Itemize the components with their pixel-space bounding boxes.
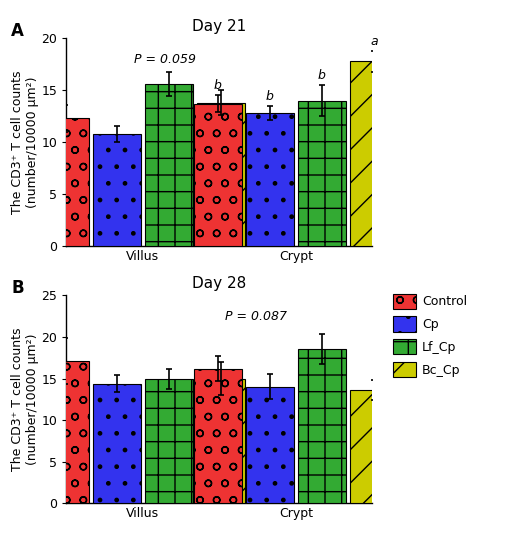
Bar	[193, 104, 241, 246]
Y-axis label: The CD3⁺ T cell counts
(number/10000 μm²): The CD3⁺ T cell counts (number/10000 μm²…	[11, 71, 39, 214]
Bar	[145, 84, 192, 246]
Text: B: B	[11, 279, 24, 297]
Bar	[196, 379, 244, 503]
Bar	[196, 103, 244, 246]
Text: A: A	[11, 22, 24, 40]
Bar	[193, 369, 241, 503]
Bar	[41, 118, 89, 246]
Text: a: a	[370, 34, 377, 48]
Bar	[41, 361, 89, 503]
Text: P = 0.059: P = 0.059	[133, 53, 195, 66]
Text: b: b	[265, 90, 273, 103]
Bar	[349, 61, 397, 246]
Bar	[145, 379, 192, 503]
Bar	[93, 383, 140, 503]
Text: P = 0.087: P = 0.087	[225, 310, 287, 323]
Bar	[245, 387, 293, 503]
Legend: Control, Cp, Lf_Cp, Bc_Cp: Control, Cp, Lf_Cp, Bc_Cp	[390, 291, 469, 380]
Y-axis label: The CD3⁺ T cell counts
(number/10000 μm²): The CD3⁺ T cell counts (number/10000 μm²…	[11, 328, 39, 471]
Text: b: b	[317, 69, 325, 82]
Bar	[93, 134, 140, 246]
Text: b: b	[213, 79, 221, 92]
Bar	[297, 101, 345, 246]
Title: Day 28: Day 28	[192, 276, 246, 292]
Bar	[297, 350, 345, 503]
Bar	[349, 390, 397, 503]
Title: Day 21: Day 21	[192, 19, 246, 34]
Bar	[245, 113, 293, 246]
